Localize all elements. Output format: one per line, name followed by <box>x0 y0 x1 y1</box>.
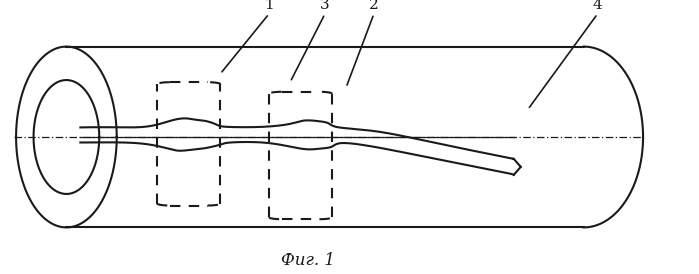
Text: 1: 1 <box>264 0 274 12</box>
Text: 4: 4 <box>593 0 603 12</box>
Text: 2: 2 <box>369 0 379 12</box>
Text: 3: 3 <box>320 0 330 12</box>
Text: Фиг. 1: Фиг. 1 <box>280 252 335 269</box>
